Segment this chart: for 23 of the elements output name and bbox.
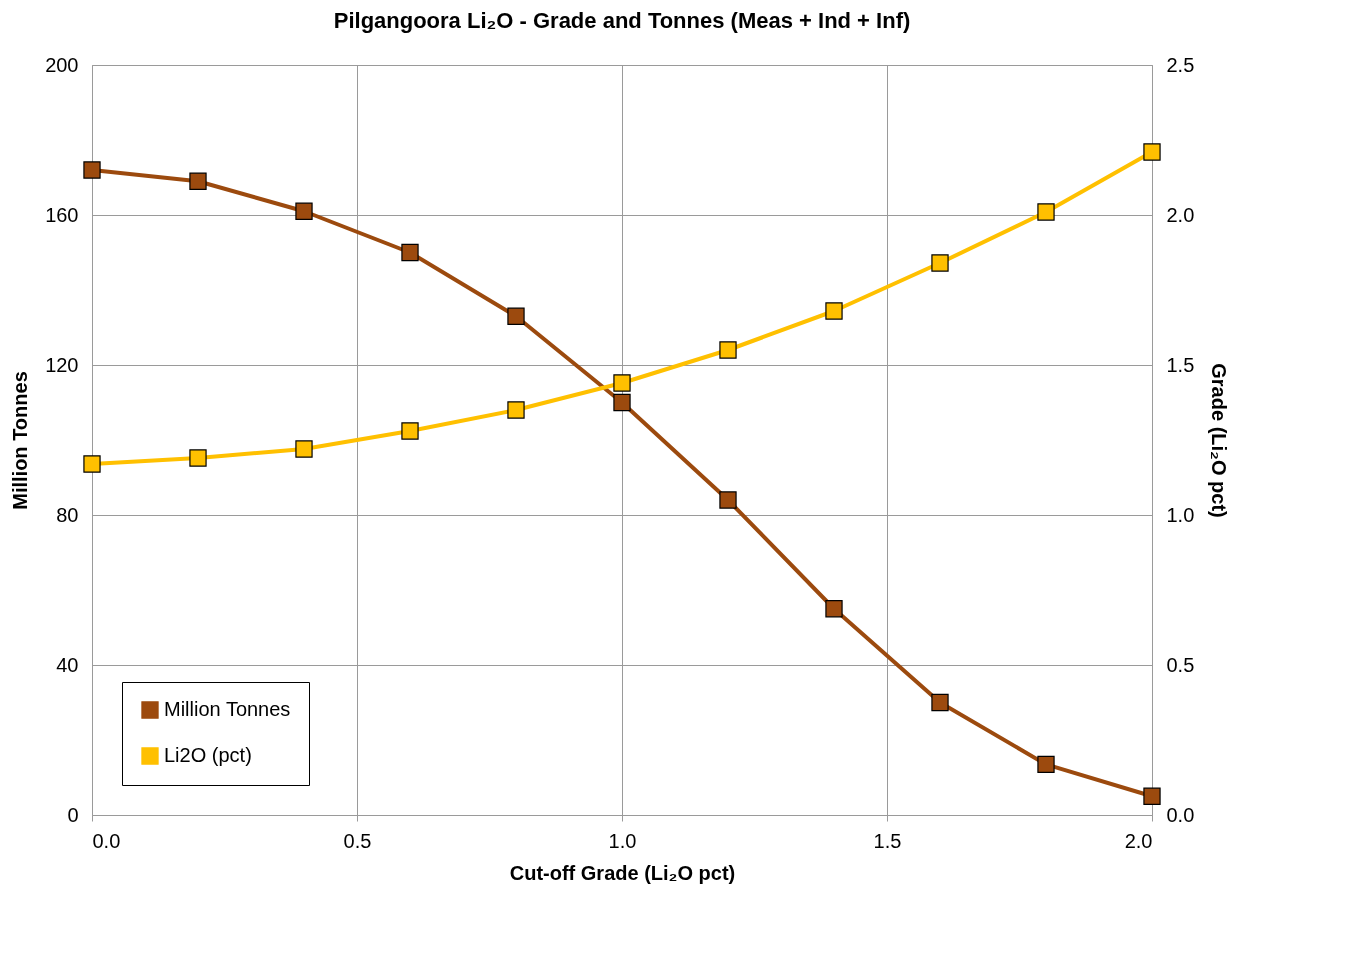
y2-tick-label: 0.0 — [1166, 803, 1195, 826]
x-tick-label: 1.0 — [608, 829, 637, 852]
y-tick-label: 80 — [56, 503, 79, 526]
y2-tick-label: 2.0 — [1166, 203, 1195, 226]
x-tick-label: 0.5 — [343, 829, 372, 852]
y-tick-label: 200 — [45, 53, 79, 76]
y-axis-title: Million Tonnes — [9, 371, 32, 510]
y2-tick-label: 0.5 — [1166, 653, 1195, 676]
y-tick-label: 0 — [67, 803, 79, 826]
y2-axis-title: Grade (Li₂O pct) — [1208, 363, 1231, 518]
x-tick-label: 2.0 — [1124, 829, 1153, 852]
y-tick-label: 40 — [56, 653, 79, 676]
chart-title: Pilgangoora Li₂O - Grade and Tonnes (Meas + Ind + Inf) — [333, 8, 911, 33]
y2-tick-label: 1.0 — [1166, 503, 1195, 526]
legend-label: Million Tonnes — [164, 698, 291, 720]
y2-tick-label: 1.5 — [1166, 353, 1195, 376]
x-tick-label: 0.0 — [92, 829, 121, 852]
x-axis-title: Cut-off Grade (Li₂O pct) — [509, 861, 736, 884]
y-tick-label: 120 — [45, 353, 79, 376]
y-tick-label: 160 — [45, 203, 79, 226]
y2-tick-label: 2.5 — [1166, 53, 1195, 76]
x-tick-label: 1.5 — [873, 829, 902, 852]
legend-label: Li2O (pct) — [164, 744, 252, 766]
